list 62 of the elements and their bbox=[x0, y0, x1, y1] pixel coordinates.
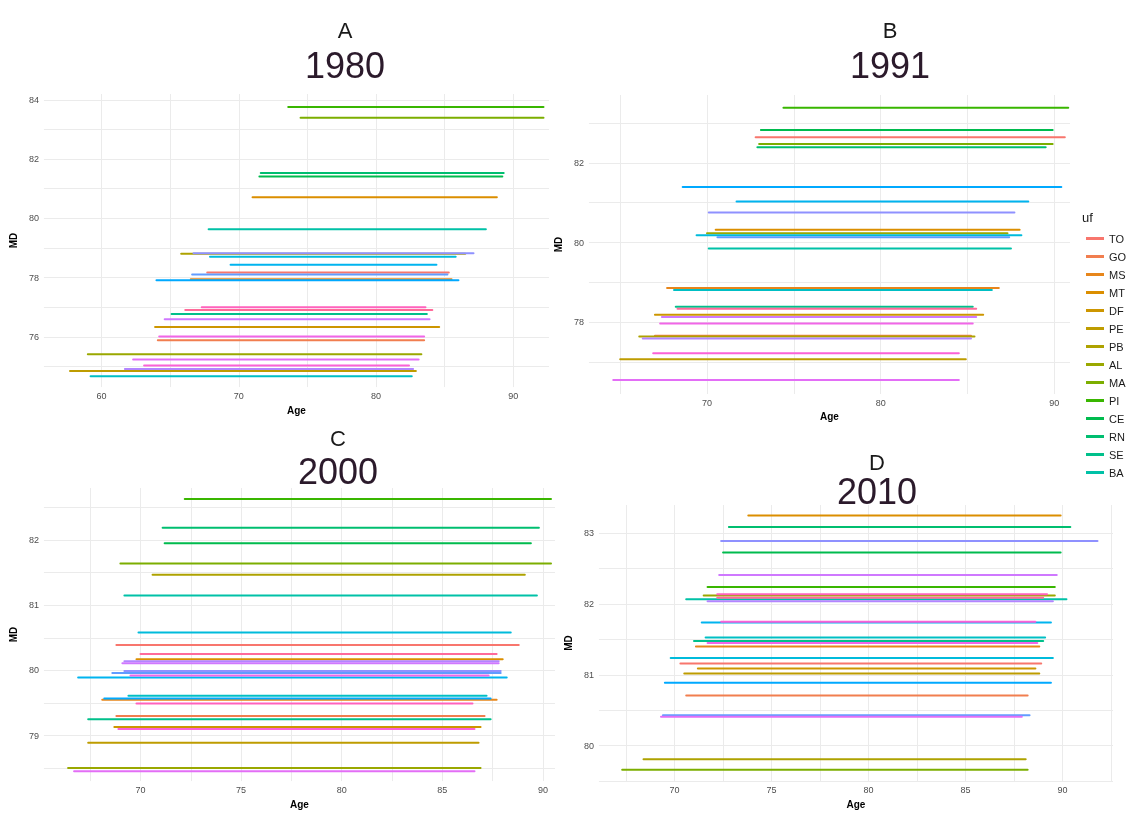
y-axis-title: MD bbox=[7, 626, 19, 643]
y-tick-label: 81 bbox=[28, 600, 39, 611]
chart-title: B bbox=[882, 17, 898, 43]
y-axis-title: MD bbox=[552, 236, 564, 253]
y-axis-title: MD bbox=[7, 232, 19, 249]
legend-label: AL bbox=[1109, 358, 1123, 371]
y-tick-label: 79 bbox=[28, 730, 39, 741]
y-tick-label: 78 bbox=[573, 317, 584, 328]
y-tick-label: 82 bbox=[28, 154, 39, 165]
y-tick-label: 82 bbox=[573, 157, 584, 168]
y-tick-label: 80 bbox=[573, 237, 584, 248]
x-axis-title: Age bbox=[287, 404, 307, 416]
y-tick-label: 80 bbox=[28, 665, 39, 676]
y-tick-label: 80 bbox=[28, 213, 39, 224]
legend-title: uf bbox=[1082, 210, 1094, 225]
legend-label: PE bbox=[1109, 322, 1124, 335]
y-tick-label: 83 bbox=[583, 528, 594, 539]
legend-label: MT bbox=[1109, 286, 1126, 299]
x-axis-title: Age bbox=[290, 798, 310, 810]
chart-title: A bbox=[337, 17, 353, 43]
x-tick-label: 90 bbox=[508, 390, 519, 401]
x-tick-label: 80 bbox=[371, 390, 382, 401]
x-tick-label: 75 bbox=[766, 784, 777, 795]
x-tick-label: 85 bbox=[960, 784, 971, 795]
x-tick-label: 80 bbox=[336, 784, 347, 795]
chart-title: C bbox=[330, 425, 347, 451]
y-tick-label: 82 bbox=[583, 599, 594, 610]
legend-label: PI bbox=[1109, 394, 1120, 407]
x-tick-label: 70 bbox=[233, 390, 244, 401]
x-axis-title: Age bbox=[846, 798, 866, 810]
chart-subtitle: 1991 bbox=[849, 44, 931, 86]
y-tick-label: 81 bbox=[583, 669, 594, 680]
x-tick-label: 60 bbox=[96, 390, 107, 401]
chart-subtitle: 2000 bbox=[297, 450, 379, 492]
x-tick-label: 85 bbox=[437, 784, 448, 795]
legend-label: TO bbox=[1109, 232, 1125, 245]
y-tick-label: 84 bbox=[28, 94, 39, 105]
legend-label: RN bbox=[1109, 430, 1125, 443]
y-tick-label: 80 bbox=[583, 740, 594, 751]
legend-label: GO bbox=[1109, 250, 1127, 263]
legend-label: DF bbox=[1109, 304, 1124, 317]
legend-label: PB bbox=[1109, 340, 1124, 353]
x-axis-title: Age bbox=[820, 411, 840, 423]
legend-label: MA bbox=[1109, 376, 1127, 389]
x-tick-label: 80 bbox=[863, 784, 874, 795]
x-tick-label: 70 bbox=[135, 784, 146, 795]
legend-label: MS bbox=[1109, 268, 1126, 281]
y-tick-label: 76 bbox=[28, 331, 39, 342]
legend-label: SE bbox=[1109, 448, 1124, 461]
x-tick-label: 90 bbox=[537, 784, 548, 795]
x-tick-label: 70 bbox=[702, 397, 713, 408]
y-tick-label: 82 bbox=[28, 535, 39, 546]
x-tick-label: 70 bbox=[669, 784, 680, 795]
x-tick-label: 90 bbox=[1049, 397, 1060, 408]
y-axis-title: MD bbox=[562, 635, 574, 651]
x-tick-label: 90 bbox=[1057, 784, 1068, 795]
x-tick-label: 80 bbox=[875, 397, 886, 408]
x-tick-label: 75 bbox=[236, 784, 247, 795]
legend-label: CE bbox=[1109, 412, 1125, 425]
chart-subtitle: 1980 bbox=[304, 44, 386, 86]
legend-label: BA bbox=[1109, 466, 1125, 479]
y-tick-label: 78 bbox=[28, 272, 39, 283]
